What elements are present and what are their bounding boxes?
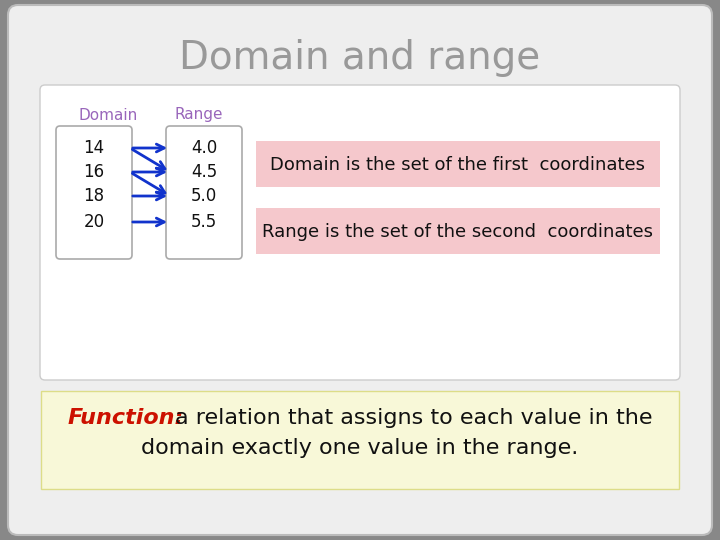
- Text: Domain is the set of the first  coordinates: Domain is the set of the first coordinat…: [271, 156, 646, 174]
- Text: domain exactly one value in the range.: domain exactly one value in the range.: [141, 438, 579, 458]
- Text: Domain: Domain: [78, 107, 138, 123]
- Text: Domain and range: Domain and range: [179, 39, 541, 77]
- Text: Range: Range: [175, 107, 223, 123]
- FancyBboxPatch shape: [256, 141, 660, 187]
- Text: 14: 14: [84, 139, 104, 157]
- FancyBboxPatch shape: [8, 5, 712, 535]
- FancyBboxPatch shape: [256, 208, 660, 254]
- FancyBboxPatch shape: [41, 391, 679, 489]
- FancyBboxPatch shape: [40, 85, 680, 380]
- Text: Range is the set of the second  coordinates: Range is the set of the second coordinat…: [263, 223, 654, 241]
- Text: 4.0: 4.0: [191, 139, 217, 157]
- Text: 5.0: 5.0: [191, 187, 217, 205]
- Text: 20: 20: [84, 213, 104, 231]
- Text: 18: 18: [84, 187, 104, 205]
- Text: 16: 16: [84, 163, 104, 181]
- FancyBboxPatch shape: [56, 126, 132, 259]
- FancyBboxPatch shape: [166, 126, 242, 259]
- Text: a relation that assigns to each value in the: a relation that assigns to each value in…: [175, 408, 652, 428]
- Text: Function:: Function:: [68, 408, 184, 428]
- Text: 5.5: 5.5: [191, 213, 217, 231]
- Text: 4.5: 4.5: [191, 163, 217, 181]
